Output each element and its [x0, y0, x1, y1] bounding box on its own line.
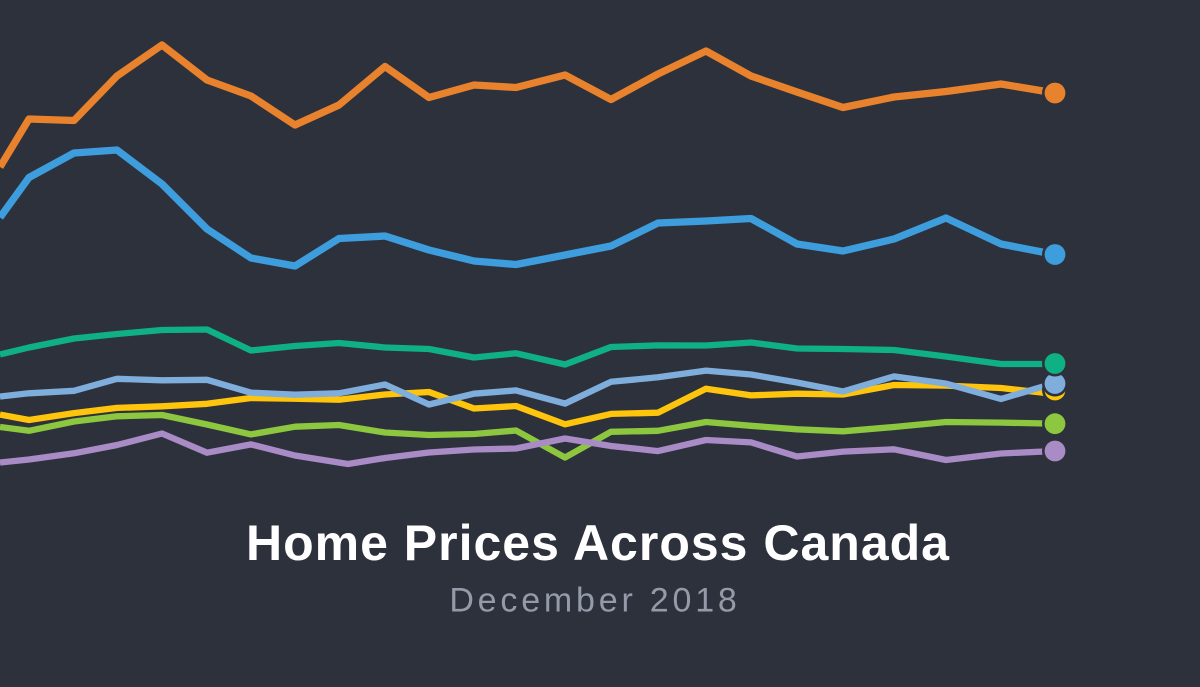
svg-text:Home Prices Across Canada: Home Prices Across Canada: [246, 515, 950, 571]
svg-text:December 2018: December 2018: [449, 582, 740, 620]
